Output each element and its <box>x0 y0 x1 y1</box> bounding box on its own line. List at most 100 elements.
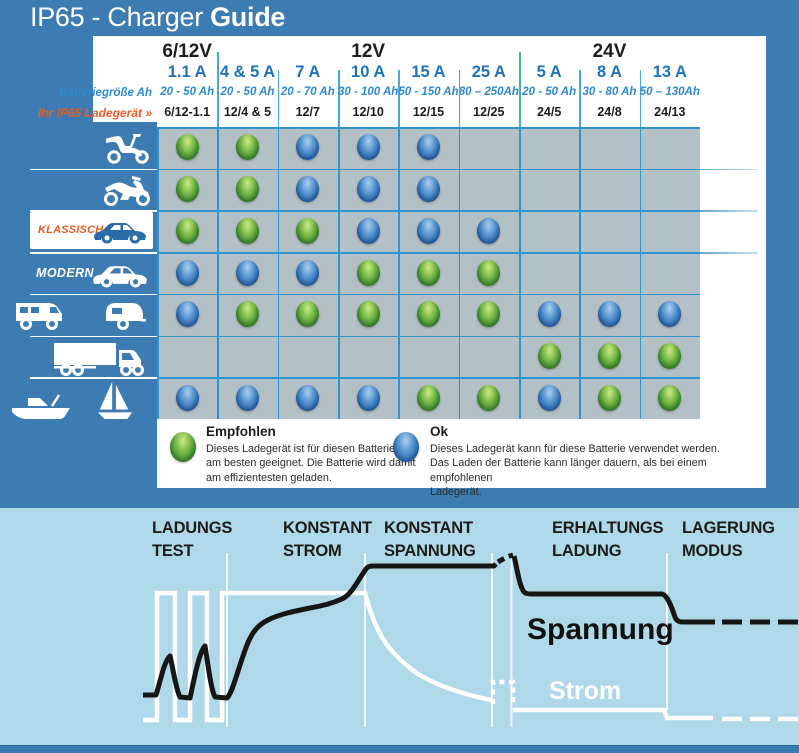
dot-recommended-green <box>356 259 380 286</box>
column-amp-label: 15 A <box>411 63 446 81</box>
current-curve <box>143 590 798 723</box>
row-line-extension <box>700 252 758 254</box>
grid-left-border <box>157 127 159 419</box>
dot-ok-blue <box>658 301 682 328</box>
vehicle-row-scooter <box>0 127 157 169</box>
dot-recommended-green <box>236 134 259 161</box>
dot-ok-blue <box>417 217 440 244</box>
page-title: IP65 - Charger Guide <box>30 0 285 36</box>
dot-recommended-green <box>477 384 501 411</box>
dot-ok-blue <box>537 384 561 411</box>
charging-curve-section: LADUNGS TEST KONSTANT STROM KONSTANT SPANN… <box>0 508 799 753</box>
header-divider <box>458 70 461 127</box>
dot-recommended-green <box>175 134 199 161</box>
column-amp-label: 8 A <box>596 63 623 81</box>
header-divider <box>579 70 581 127</box>
header-divider <box>398 70 400 127</box>
dot-ok-blue <box>296 259 320 286</box>
classic-car-label-box: KLASSISCH <box>30 212 153 250</box>
battery-size-label: Batteriegröße Ah <box>59 87 152 99</box>
legend-recommended-text: Dieses Ladegerät ist für diesen Batterie… <box>206 443 416 484</box>
dot-recommended-green <box>417 384 440 411</box>
grid-row-line <box>157 293 700 296</box>
column-model-number: 12/10 <box>352 105 384 119</box>
column-model-number: 24/8 <box>597 105 622 119</box>
voltage-group-12V: 12V <box>351 41 386 62</box>
grid-column-line <box>519 127 521 419</box>
dot-ok-blue <box>175 259 199 286</box>
column-amp-label: 25 A <box>471 63 506 81</box>
bottom-bar <box>0 745 799 753</box>
grid-row-line <box>157 252 700 254</box>
dot-recommended-green <box>658 384 682 411</box>
dot-recommended-green <box>477 259 501 286</box>
grid-row-line <box>157 335 700 338</box>
column-model-number: 6/12-1.1 <box>164 105 211 119</box>
header-divider <box>519 52 521 127</box>
scooter-icon <box>104 131 152 170</box>
dot-ok-blue <box>477 217 501 244</box>
dot-recommended-green <box>236 301 259 328</box>
phase-label-ladung: ERHALTUNGS LADUNG <box>552 519 664 560</box>
dot-recommended-green <box>537 342 561 369</box>
legend-green-dot-icon <box>170 432 196 462</box>
dot-recommended-green <box>236 217 259 244</box>
dot-recommended-green <box>175 217 199 244</box>
motorcycle-icon <box>102 173 152 212</box>
camper-and-caravan-icon <box>14 297 146 336</box>
column-amp-label: 1.1 A <box>167 63 207 81</box>
dot-recommended-green <box>175 176 199 203</box>
column-ah-range: 50 – 130Ah <box>639 86 700 98</box>
grid-column-line <box>639 127 642 419</box>
dot-recommended-green <box>598 342 621 369</box>
legend-blue-dot-icon <box>393 432 419 462</box>
column-amp-label: 5 A <box>536 63 562 81</box>
dot-recommended-green <box>658 342 682 369</box>
dot-ok-blue <box>175 301 199 328</box>
column-model-number: 24/13 <box>654 105 686 119</box>
header-divider <box>639 70 642 127</box>
row-line-extension <box>700 210 758 212</box>
dot-ok-blue <box>296 134 320 161</box>
dot-recommended-green <box>296 217 320 244</box>
vehicle-row-modern-car: MODERN <box>0 252 157 294</box>
dot-ok-blue <box>356 134 380 161</box>
column-model-number: 24/5 <box>536 105 562 119</box>
phase-label-strom: KONSTANT STROM <box>283 519 372 560</box>
legend-ok-title: Ok <box>430 424 449 439</box>
legend: Empfohlen Dieses Ladegerät ist für diese… <box>157 419 766 498</box>
dot-recommended-green <box>598 384 621 411</box>
dot-ok-blue <box>356 384 380 411</box>
dot-recommended-green <box>356 301 380 328</box>
charger-row-label: Ihr IP65 Ladegerät » <box>37 106 152 120</box>
dot-ok-blue <box>598 301 621 328</box>
grid-row-line <box>157 168 700 171</box>
dot-ok-blue <box>175 384 199 411</box>
vehicle-row-truck <box>0 336 157 378</box>
header-divider <box>277 70 280 127</box>
dot-recommended-green <box>417 301 440 328</box>
grid-column-line <box>217 127 219 419</box>
dot-ok-blue <box>296 176 320 203</box>
vehicle-row-boats <box>0 377 157 420</box>
voltage-group-6/12V: 6/12V <box>162 41 212 62</box>
dot-ok-blue <box>236 384 259 411</box>
page-title-regular: IP65 - Charger <box>30 2 211 32</box>
grid-row-line <box>157 377 700 379</box>
column-amp-label: 13 A <box>652 63 687 81</box>
vehicle-row-divider <box>30 335 157 338</box>
column-model-number: 12/15 <box>412 105 445 119</box>
vehicle-row-camper-caravan <box>0 294 157 336</box>
dot-recommended-green <box>477 301 501 328</box>
dot-ok-blue <box>296 384 320 411</box>
grid-column-line <box>398 127 400 419</box>
grid-column-line <box>458 127 461 419</box>
phase-label-modus: LAGERUNG MODUS <box>682 519 775 560</box>
boat-and-sailboat-icon <box>10 380 134 427</box>
column-ah-range: 30 - 100 Ah <box>338 86 399 98</box>
grid-row-line <box>157 210 700 212</box>
dot-recommended-green <box>417 259 440 286</box>
modern-car-label: MODERN <box>36 266 94 281</box>
vehicle-row-motorcycle <box>0 169 157 211</box>
